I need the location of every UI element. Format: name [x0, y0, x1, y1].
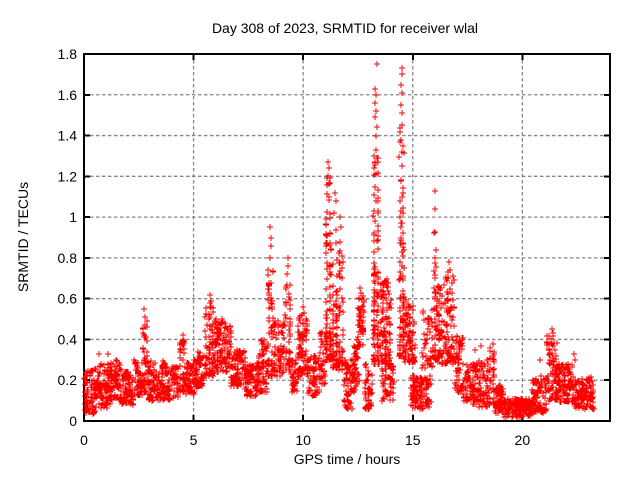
y-tick-label: 1.8: [58, 46, 78, 62]
y-tick-label: 0.2: [58, 372, 78, 388]
y-tick-label: 1: [69, 209, 77, 225]
axes-and-ticks: [83, 53, 611, 422]
tick-labels: 0 5 10 15 20 0 0.2 0.4 0.6 0.8 1 1.2 1.4 1.6 1.8: [58, 46, 531, 448]
x-tick-label: 0: [80, 432, 88, 448]
x-tick-label: 5: [190, 432, 198, 448]
y-tick-label: 0.6: [58, 291, 78, 307]
x-axis-label: GPS time / hours: [294, 451, 401, 467]
x-tick-label: 10: [295, 432, 311, 448]
srmtid-scatter-markers: [81, 61, 597, 420]
y-tick-label: 0.4: [58, 331, 78, 347]
y-tick-label: 1.4: [58, 128, 78, 144]
y-tick-label: 1.6: [58, 87, 78, 103]
chart-title: Day 308 of 2023, SRMTID for receiver wla…: [212, 20, 478, 36]
x-tick-label: 15: [405, 432, 421, 448]
data-points: [81, 61, 597, 420]
y-tick-label: 0: [69, 413, 77, 429]
gridlines: [84, 54, 610, 421]
y-axis-label: SRMTID / TECUs: [15, 182, 31, 292]
y-tick-label: 1.2: [58, 168, 78, 184]
x-tick-label: 20: [515, 432, 531, 448]
y-tick-label: 0.8: [58, 250, 78, 266]
